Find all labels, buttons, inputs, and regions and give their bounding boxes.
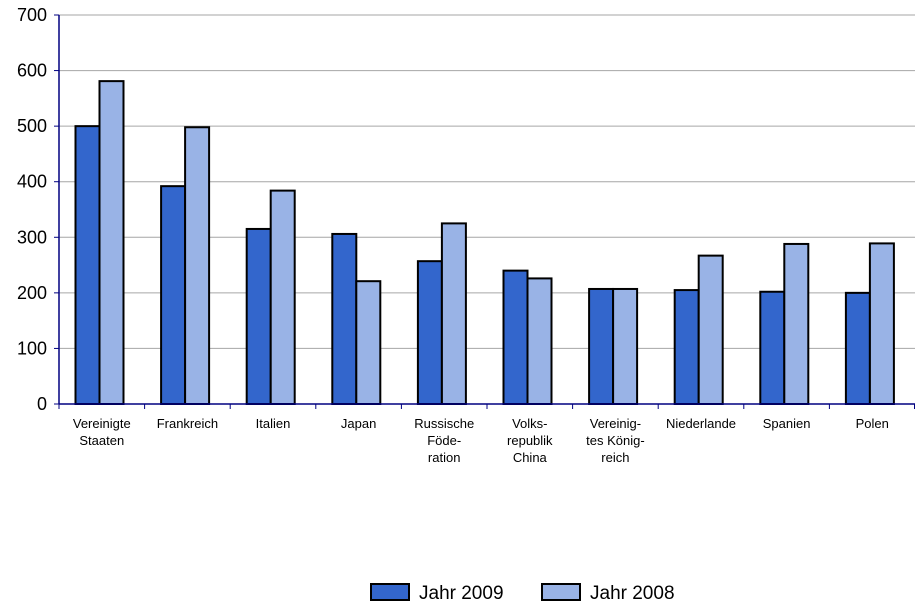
- bar-2008: [98, 80, 125, 405]
- x-tick-label: Volks-republik China: [507, 416, 553, 465]
- bar-2009: [502, 269, 529, 405]
- bar-2009: [588, 287, 615, 405]
- legend-swatch-2009: [370, 583, 410, 601]
- y-tick-label: 100: [17, 338, 47, 358]
- x-tick-label: Vereinig-tes König-reich: [586, 416, 645, 465]
- legend: Jahr 2009 Jahr 2008: [370, 583, 675, 604]
- bar-2008: [612, 287, 639, 405]
- x-tick-label: Russische Föde-ration: [414, 416, 474, 465]
- legend-swatch-2008: [541, 583, 581, 601]
- x-tick-label: Vereinigte Staaten: [73, 416, 131, 448]
- bar-2008: [697, 254, 724, 405]
- x-tick-label: Italien: [256, 416, 291, 431]
- bar-2009: [74, 125, 101, 406]
- y-axis-ticks: 0 100 200 300 400 500 600 700: [17, 5, 47, 414]
- y-tick-label: 500: [17, 116, 47, 136]
- y-tick-label: 700: [17, 5, 47, 25]
- legend-label-2008: Jahr 2008: [590, 583, 675, 604]
- legend-label-2009: Jahr 2009: [419, 583, 504, 604]
- bar-2008: [440, 222, 467, 405]
- y-tick-label: 200: [17, 283, 47, 303]
- x-tick-label: Japan: [341, 416, 376, 431]
- bar-2008: [783, 242, 810, 405]
- axes: [54, 14, 915, 409]
- bar-2009: [844, 291, 871, 406]
- x-axis-ticks: Vereinigte Staaten Frankreich Italien Japan R…: [73, 416, 889, 465]
- x-tick-label: Spanien: [763, 416, 811, 431]
- bar-2009: [331, 232, 358, 405]
- bar-2008: [184, 126, 211, 406]
- y-tick-label: 600: [17, 61, 47, 81]
- x-tick-label: Polen: [856, 416, 889, 431]
- bars: [74, 80, 895, 406]
- y-tick-label: 300: [17, 227, 47, 247]
- y-tick-label: 0: [37, 394, 47, 414]
- bar-2008: [355, 280, 382, 405]
- y-tick-label: 400: [17, 172, 47, 192]
- bar-2009: [245, 227, 272, 405]
- x-tick-label: Frankreich: [157, 416, 218, 431]
- bar-2009: [673, 289, 700, 406]
- bar-2009: [160, 185, 187, 405]
- bar-2009: [759, 290, 786, 406]
- bar-2009: [416, 260, 443, 405]
- x-tick-label: Niederlande: [666, 416, 736, 431]
- bar-2008: [269, 189, 296, 405]
- bar-2008: [526, 277, 553, 405]
- bar-2008: [868, 242, 895, 405]
